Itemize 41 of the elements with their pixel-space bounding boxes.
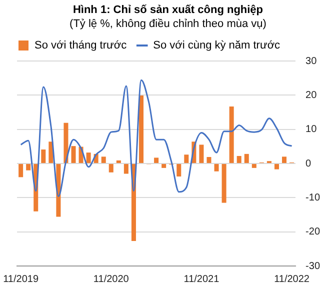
- bar: [101, 156, 106, 163]
- x-tick-label: 11/2022: [274, 274, 310, 285]
- x-tick-label: 11/2019: [3, 274, 39, 285]
- bar: [26, 164, 31, 170]
- bar: [222, 164, 226, 203]
- bar: [116, 160, 121, 163]
- bar: [206, 157, 212, 163]
- bar: [71, 146, 76, 163]
- y-tick-label: 10: [306, 124, 318, 136]
- bar: [244, 154, 249, 163]
- bar: [138, 96, 144, 163]
- bar: [229, 106, 234, 163]
- y-tick-label: 0: [306, 158, 312, 170]
- bar: [124, 164, 128, 174]
- bar: [176, 164, 182, 176]
- y-tick-label: -20: [306, 226, 320, 238]
- legend-label: So với cùng kỳ năm trước: [153, 40, 281, 52]
- bar: [184, 154, 189, 163]
- line-series: [20, 79, 293, 198]
- y-tick-label: -30: [306, 260, 320, 272]
- legend-label: So với tháng trước: [34, 40, 128, 52]
- bar: [236, 156, 242, 163]
- bar: [64, 122, 68, 163]
- bar: [274, 164, 279, 170]
- bar: [41, 149, 46, 163]
- bar: [162, 164, 166, 168]
- bar: [199, 144, 204, 163]
- x-tick-label: 11/2020: [93, 274, 130, 285]
- y-tick-label: 30: [306, 56, 318, 67]
- bar: [252, 164, 256, 168]
- bar: [18, 164, 24, 178]
- chart-subtitle: (Tỷ lệ %, không điều chỉnh theo mùa vụ): [68, 18, 268, 30]
- x-tick-label: 11/2021: [184, 274, 220, 285]
- bar: [154, 158, 159, 163]
- bar: [86, 152, 91, 163]
- y-tick-label: -10: [306, 192, 320, 204]
- bar: [214, 164, 219, 172]
- y-tick-label: 20: [306, 90, 318, 101]
- chart-title: Hình 1: Chỉ số sản xuất công nghiệp: [72, 4, 264, 16]
- bar: [282, 156, 287, 163]
- bar: [108, 164, 114, 172]
